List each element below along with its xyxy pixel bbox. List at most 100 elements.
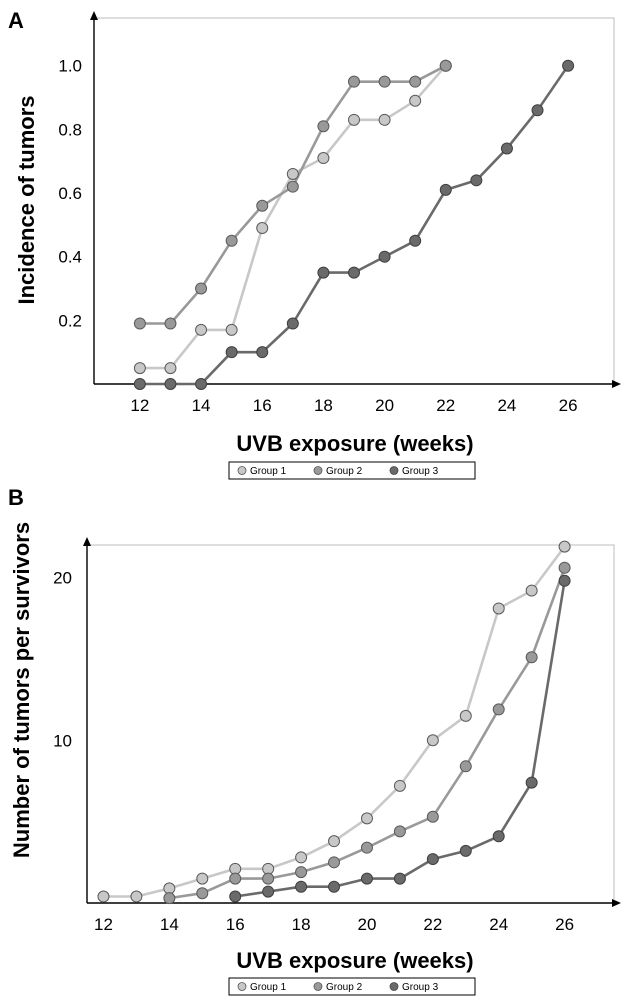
data-point-group-2: [286, 180, 299, 193]
data-point-group-1: [393, 779, 406, 792]
series-points-a: [133, 59, 575, 390]
y-tick-label-a: 1.0: [58, 57, 82, 76]
x-tick-label-a: 16: [253, 396, 272, 415]
legend-label-group-1: Group 1: [250, 982, 287, 993]
data-point-group-3: [470, 174, 483, 187]
data-point-group-2: [262, 872, 275, 885]
tick-labels-b: 12 14 16 18 20 22 24 26 10 20: [53, 569, 574, 934]
data-point-group-1: [164, 362, 177, 375]
data-point-group-3: [195, 378, 208, 390]
data-point-group-2: [196, 887, 209, 900]
data-point-group-3: [459, 844, 472, 857]
data-point-group-2: [295, 866, 308, 879]
data-point-group-2: [348, 75, 360, 88]
data-point-group-3: [378, 250, 391, 263]
data-point-group-2: [459, 760, 472, 773]
data-point-group-1: [295, 851, 308, 864]
data-point-group-3: [295, 880, 308, 893]
y-tick-label-a: 0.8: [58, 120, 82, 139]
data-point-group-3: [500, 142, 513, 155]
data-point-group-2: [393, 825, 406, 838]
x-tick-label-a: 26: [559, 396, 578, 415]
data-point-group-3: [262, 885, 275, 898]
data-point-group-1: [317, 152, 330, 165]
data-point-group-3: [360, 872, 373, 885]
legend-label-group-3: Group 3: [402, 466, 439, 477]
x-tick-label-b: 22: [423, 915, 442, 934]
y-tick-label-a: 0.4: [58, 248, 82, 267]
legend-box-b: [228, 977, 476, 996]
data-point-group-2: [558, 561, 571, 574]
x-tick-label-a: 24: [497, 396, 516, 415]
y-tick-label-b: 10: [53, 731, 72, 750]
data-point-group-2: [328, 856, 341, 869]
tick-labels-a: 12 14 16 18 20 22 24 26 0.2 0.4 0.6 0.8 1.0: [58, 57, 577, 415]
x-tick-label-a: 12: [130, 396, 149, 415]
data-point-group-1: [130, 890, 143, 903]
x-tick-label-b: 14: [160, 915, 179, 934]
data-point-group-2: [163, 892, 176, 905]
data-point-group-3: [525, 776, 538, 789]
data-point-group-2: [378, 75, 391, 88]
data-point-group-3: [229, 890, 242, 903]
data-point-group-3: [256, 346, 269, 359]
series-points-b: [97, 540, 571, 905]
data-point-group-1: [426, 734, 439, 747]
data-point-group-1: [256, 222, 269, 235]
x-axis-arrow-a: [612, 380, 621, 388]
data-point-group-1: [286, 167, 299, 180]
data-point-group-1: [225, 323, 238, 336]
x-tick-label-b: 26: [555, 915, 574, 934]
data-point-group-3: [348, 266, 360, 279]
data-point-group-3: [225, 346, 238, 359]
panel-a: A 12 14 16 18 20 22 24 26 0.2 0.4 0.6 0.8 1.0 UVB ex…: [8, 8, 621, 480]
x-tick-label-a: 22: [436, 396, 455, 415]
y-axis-title-a: Incidence of tumors: [14, 95, 39, 304]
data-point-group-2: [525, 651, 538, 664]
y-axis-arrow-b: [83, 537, 91, 546]
data-point-group-1: [558, 540, 571, 553]
plot-frame-b: [86, 544, 615, 904]
data-point-group-1: [360, 812, 373, 825]
data-point-group-3: [164, 378, 177, 390]
legend-label-group-3: Group 3: [402, 982, 439, 993]
data-point-group-1: [97, 890, 110, 903]
data-point-group-1: [492, 602, 505, 615]
data-point-group-3: [317, 266, 330, 279]
data-point-group-2: [133, 317, 146, 330]
data-point-group-3: [531, 104, 544, 117]
legend-label-group-2: Group 2: [326, 466, 363, 477]
legend-a: Group 1 Group 2 Group 3: [228, 461, 476, 480]
x-tick-label-b: 12: [94, 915, 113, 934]
legend-marker-group-1: [237, 982, 247, 991]
panel-b: B 12 14 16 18 20 22 24 26 10 20 UVB exposure (wee…: [8, 485, 621, 996]
data-point-group-2: [229, 872, 242, 885]
data-point-group-3: [492, 830, 505, 843]
legend-marker-group-1: [237, 466, 247, 475]
legend-b: Group 1 Group 2 Group 3: [228, 977, 476, 996]
y-tick-label-a: 0.2: [58, 311, 82, 330]
data-point-group-1: [348, 113, 360, 126]
data-point-group-3: [439, 183, 452, 196]
data-point-group-3: [133, 378, 146, 390]
data-point-group-1: [133, 362, 146, 375]
x-tick-label-b: 20: [358, 915, 377, 934]
legend-label-group-1: Group 1: [250, 466, 287, 477]
y-axis-title-b: Number of tumors per survivors: [9, 522, 34, 858]
y-tick-label-b: 20: [53, 569, 72, 588]
x-tick-label-b: 18: [292, 915, 311, 934]
data-point-group-1: [328, 835, 341, 848]
data-point-group-3: [393, 872, 406, 885]
data-point-group-1: [409, 94, 422, 107]
panel-a-label: A: [8, 8, 24, 33]
data-point-group-1: [459, 709, 472, 722]
data-point-group-1: [378, 113, 391, 126]
data-point-group-1: [196, 872, 209, 885]
legend-marker-group-3: [389, 466, 399, 475]
x-tick-label-a: 20: [375, 396, 394, 415]
data-point-group-1: [195, 323, 208, 336]
data-point-group-3: [409, 234, 422, 247]
data-point-group-2: [317, 120, 330, 133]
legend-box-a: [228, 461, 476, 480]
